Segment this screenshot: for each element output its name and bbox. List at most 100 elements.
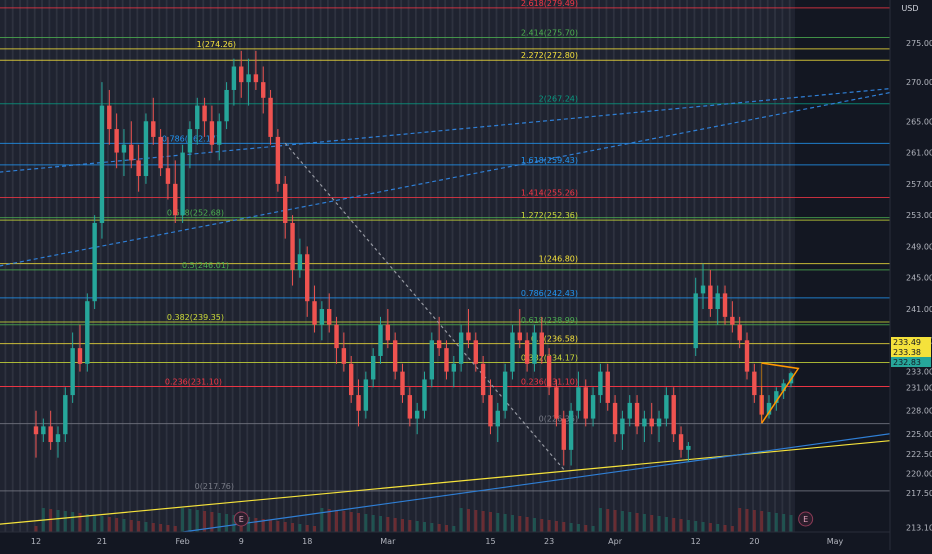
candle-body (488, 395, 493, 427)
session-band (642, 0, 644, 532)
candle-body (217, 121, 222, 145)
candle-body (576, 387, 581, 411)
candle-body (524, 340, 530, 364)
session-band (649, 0, 652, 532)
candle-body (92, 222, 97, 302)
session-band (136, 0, 139, 532)
session-band (568, 0, 571, 532)
candle-body (774, 391, 779, 403)
session-band (759, 0, 762, 532)
volume-bar (320, 508, 324, 532)
candle-body (532, 332, 537, 364)
fib-label: 1(274.26) (197, 40, 236, 49)
candle-body (752, 371, 757, 396)
candle-body (554, 387, 559, 419)
price-axis-panel[interactable] (890, 0, 932, 550)
session-band (634, 0, 637, 532)
session-band (202, 0, 205, 532)
session-band (458, 0, 461, 532)
session-bands (0, 0, 795, 532)
time-axis-panel[interactable] (0, 532, 890, 550)
candle-body (781, 383, 786, 392)
session-band (48, 0, 51, 532)
candle-body (495, 410, 500, 427)
candle-body (378, 324, 383, 356)
session-band (33, 0, 36, 532)
candle-body (348, 363, 354, 396)
candle-body (737, 324, 742, 341)
session-band (532, 0, 535, 532)
session-band (766, 0, 769, 532)
volume-bar (466, 509, 470, 532)
session-band (480, 0, 483, 532)
volume-bar (591, 526, 595, 532)
session-band (99, 0, 102, 532)
session-band (385, 0, 388, 532)
volume-bar (672, 518, 676, 532)
session-band (473, 0, 476, 532)
candle-body (414, 410, 420, 419)
volume-bar (181, 508, 185, 532)
fib-label: 0(217.76) (195, 482, 234, 491)
blue-dashed-channel-upper (0, 83, 932, 267)
candle-body (165, 168, 171, 184)
session-band (173, 0, 175, 532)
volume-bar (569, 523, 573, 532)
session-band (583, 0, 586, 532)
volume-bar (503, 514, 507, 532)
session-band (451, 0, 454, 532)
price-tick-label: 270.00 (906, 78, 932, 87)
candle-body (107, 105, 112, 130)
candle-body (114, 129, 119, 153)
candle-body (55, 434, 61, 443)
fib-label: 0.5(246.01) (182, 261, 229, 270)
candle-body (246, 74, 251, 83)
volume-bar (269, 520, 273, 532)
price-tick-label: 213.10 (906, 523, 932, 532)
candle-body (392, 340, 398, 372)
time-tick-label: 20 (749, 537, 759, 546)
candle-body (356, 395, 361, 411)
candle-body (268, 97, 273, 137)
fib-label: 2.414(275.70) (521, 29, 578, 38)
fib-label: 1.618(259.43) (521, 156, 578, 165)
session-band (510, 0, 513, 532)
price-tick-label: 217.50 (906, 489, 932, 498)
volume-bar (63, 511, 67, 532)
candle-body (561, 418, 566, 450)
volume-bar (305, 525, 309, 532)
volume-bar (642, 514, 646, 532)
session-band (774, 0, 776, 532)
candle-body (642, 418, 647, 427)
session-band (253, 0, 256, 532)
volume-bar (217, 513, 221, 532)
volume-bar (254, 518, 258, 532)
candle-body (231, 66, 237, 90)
price-tag-label: 232.83 (893, 358, 921, 367)
price-tick-label: 249.00 (906, 242, 932, 251)
session-band (678, 0, 681, 532)
volume-bar (650, 515, 654, 532)
volume-bar (686, 520, 690, 532)
candle-body (253, 74, 259, 83)
volume-bar (554, 521, 558, 532)
session-band (495, 0, 498, 532)
session-band (348, 0, 351, 532)
time-tick-label: Feb (176, 537, 190, 546)
volume-bar (283, 522, 287, 532)
candle-body (605, 371, 610, 403)
price-axis: 213.10 217.50 220.00 222.50 225.00 228.00 231.… (906, 39, 932, 532)
candle-body (671, 395, 676, 435)
price-tick-label: 257.00 (906, 180, 932, 189)
session-band (143, 0, 146, 532)
candle-body (370, 355, 376, 380)
candle-body (429, 340, 435, 380)
session-band (429, 0, 432, 532)
time-tick-label: 12 (691, 537, 701, 546)
session-band (715, 0, 718, 532)
session-band (246, 0, 249, 532)
volume-bar (767, 512, 771, 532)
session-band (55, 0, 58, 532)
